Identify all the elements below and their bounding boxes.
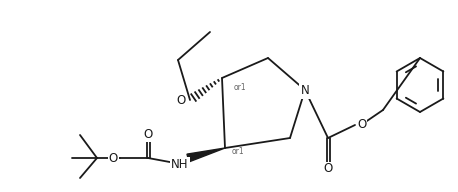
- Text: O: O: [143, 128, 153, 142]
- Text: or1: or1: [232, 147, 244, 156]
- Text: O: O: [177, 94, 186, 107]
- Text: O: O: [357, 118, 366, 132]
- Text: O: O: [323, 162, 333, 175]
- Text: N: N: [300, 84, 309, 97]
- Text: or1: or1: [234, 84, 246, 93]
- Text: NH: NH: [171, 159, 189, 171]
- Text: O: O: [109, 151, 118, 165]
- Polygon shape: [187, 148, 225, 162]
